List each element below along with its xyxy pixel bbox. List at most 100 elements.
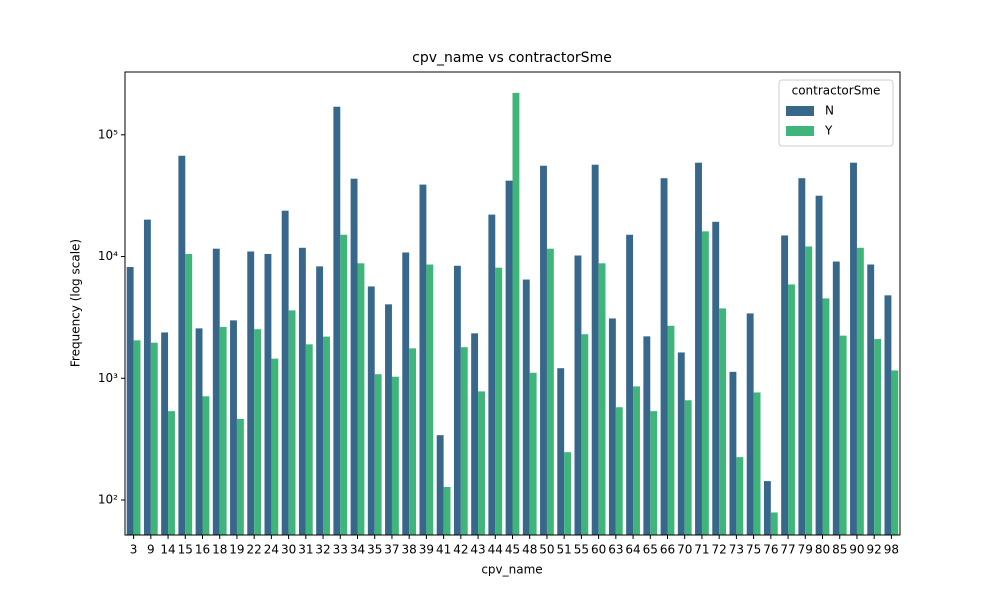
bar [788,284,795,535]
bar [419,184,427,535]
bar [271,358,279,535]
bar [643,336,651,535]
x-tick-label: 35 [367,543,382,557]
x-tick-label: 98 [884,543,899,557]
bar [763,481,771,535]
bar [426,264,434,535]
bar [615,407,623,535]
bar [202,396,210,535]
legend-swatch [786,106,814,116]
bar [298,247,306,535]
x-tick-label: 48 [522,543,537,557]
bar [305,344,313,535]
x-tick-label: 43 [470,543,485,557]
x-tick-label: 65 [643,543,658,557]
x-tick-label: 70 [677,543,692,557]
bar [798,178,806,535]
y-tick-label: 10⁴ [98,249,118,263]
x-tick-label: 22 [247,543,262,557]
bar [701,231,709,536]
bar [660,178,668,535]
bar [581,334,589,535]
bar [264,253,272,535]
bar [546,248,554,535]
legend-swatch [786,126,814,136]
bar [505,180,513,535]
bar [650,411,658,535]
x-tick-label: 79 [798,543,813,557]
legend-label: Y [824,124,833,138]
bar [195,328,203,535]
bar [874,339,882,535]
bar [402,252,410,535]
x-tick-label: 16 [195,543,210,557]
bar [529,372,537,535]
x-tick-label: 30 [281,543,296,557]
x-tick-label: 72 [712,543,727,557]
y-tick-label: 10² [98,493,118,507]
bar [478,391,485,535]
x-tick-label: 76 [763,543,778,557]
bar [281,210,289,535]
x-tick-label: 19 [229,543,244,557]
bar [815,195,823,536]
bar [574,255,582,535]
bar [161,332,169,535]
x-tick-label: 92 [867,543,882,557]
bar [753,392,761,535]
bar [839,335,847,535]
bar [805,246,813,535]
x-tick-label: 38 [402,543,417,557]
x-tick-label: 75 [746,543,761,557]
bar [770,512,778,535]
bar [591,164,599,535]
bar [746,313,754,535]
bar [608,318,616,535]
bar [850,162,857,536]
x-tick-label: 66 [660,543,675,557]
bar [719,308,727,535]
bar [219,326,227,535]
bar [460,347,468,535]
legend-label: N [825,104,834,118]
bar [781,235,789,535]
bar [436,435,444,535]
bar [212,248,220,535]
x-tick-label: 60 [591,543,606,557]
bar [374,374,382,535]
axes-frame [124,71,901,536]
y-axis-label: Frequency (log scale) [69,239,83,367]
bar [495,267,503,535]
bar [522,279,530,535]
bar [143,219,151,536]
x-tick-label: 15 [178,543,193,557]
bar [133,340,141,535]
bar [736,457,744,535]
bar [247,251,255,535]
x-axis-label: cpv_name [481,563,542,577]
x-tick-label: 71 [694,543,709,557]
bar [178,155,186,535]
bar [729,371,737,535]
y-tick-label: 10⁵ [98,127,118,141]
bar [598,263,606,535]
x-tick-label: 32 [315,543,330,557]
bar [891,370,899,535]
bar [254,329,262,535]
bar [471,333,479,535]
bar [350,178,358,535]
x-tick-label: 77 [780,543,795,557]
bar [236,418,244,535]
x-tick-label: 55 [574,543,589,557]
chart-title: cpv_name vs contractorSme [412,50,612,66]
x-tick-label: 64 [625,543,640,557]
x-tick-label: 44 [488,543,503,557]
x-tick-label: 85 [832,543,847,557]
x-tick-label: 73 [729,543,744,557]
bar [867,264,875,535]
bar [316,266,324,535]
bar [168,411,175,535]
x-tick-label: 3 [130,543,138,557]
bar [832,261,840,535]
